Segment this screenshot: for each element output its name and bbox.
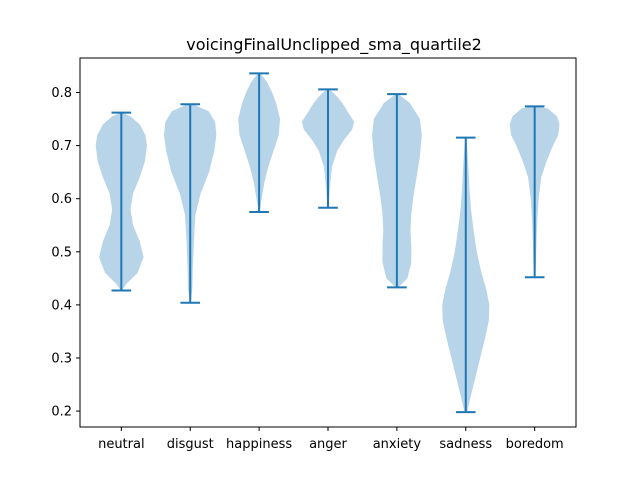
y-tick-label: 0.4 xyxy=(51,298,72,313)
y-axis: 0.2 0.3 0.4 0.5 0.6 0.7 0.8 xyxy=(51,86,80,420)
y-tick-label: 0.8 xyxy=(51,86,72,101)
y-tick-label: 0.2 xyxy=(51,405,72,420)
x-axis: neutral disgust happiness anger anxiety sadne… xyxy=(98,427,564,452)
axes-frame xyxy=(79,57,577,428)
x-tick-label-anxiety: anxiety xyxy=(373,437,422,452)
x-tick-label-boredom: boredom xyxy=(506,437,564,452)
y-tick-label: 0.5 xyxy=(51,245,72,260)
x-tick-label-neutral: neutral xyxy=(98,437,145,452)
x-tick-label-happiness: happiness xyxy=(226,437,292,452)
x-tick-label-disgust: disgust xyxy=(167,437,214,452)
y-tick-label: 0.7 xyxy=(51,139,72,154)
x-tick-label-sadness: sadness xyxy=(439,437,492,452)
x-tick-label-anger: anger xyxy=(309,437,347,452)
y-tick-label: 0.3 xyxy=(51,351,72,366)
y-tick-label: 0.6 xyxy=(51,192,72,207)
plot-area xyxy=(95,72,560,414)
chart-title: voicingFinalUnclipped_sma_quartile2 xyxy=(186,35,482,55)
